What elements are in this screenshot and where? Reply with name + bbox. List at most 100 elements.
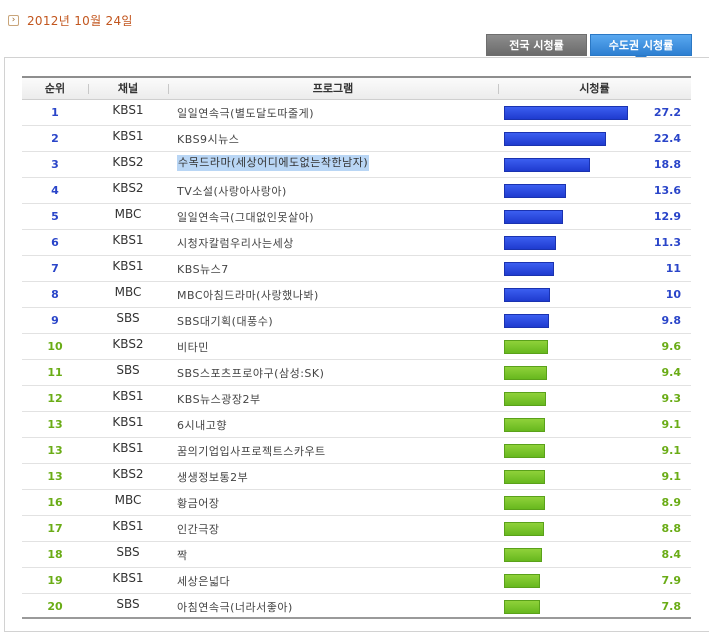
channel-cell: KBS1 (112, 571, 144, 585)
program-link[interactable]: SBS대기획(대풍수) (177, 315, 274, 328)
rating-value: 18.8 (653, 158, 681, 171)
rating-bar (504, 548, 542, 562)
rating-bar (504, 288, 550, 302)
program-link[interactable]: 수목드라마(세상어디에도없는착한남자) (177, 155, 370, 171)
program-link[interactable]: 황금어장 (177, 497, 220, 510)
program-link[interactable]: TV소설(사랑아사랑아) (177, 185, 287, 198)
rating-value: 9.3 (661, 392, 682, 405)
program-link[interactable]: 시청자칼럼우리사는세상 (177, 237, 294, 250)
rating-value: 7.9 (661, 574, 682, 587)
channel-cell: KBS1 (112, 389, 144, 403)
rating-value: 10 (665, 288, 681, 301)
rank-cell: 13 (47, 470, 63, 483)
channel-cell: KBS1 (112, 103, 144, 117)
program-link[interactable]: 비타민 (177, 341, 209, 354)
rank-cell: 6 (51, 236, 59, 249)
table-row: 13 KBS1 꿈의기업입사프로젝트스카우트 9.1 (22, 438, 691, 464)
rating-bar (504, 522, 544, 536)
program-link[interactable]: 아침연속극(너라서좋아) (177, 601, 293, 614)
rank-cell: 13 (47, 444, 63, 457)
channel-cell: KBS2 (112, 181, 144, 195)
rating-bar (504, 600, 540, 614)
rating-value: 9.1 (661, 470, 682, 483)
rating-bar (504, 444, 545, 458)
channel-cell: KBS1 (112, 441, 144, 455)
table-row: 10 KBS2 비타민 9.6 (22, 334, 691, 360)
program-link[interactable]: KBS뉴스7 (177, 263, 229, 276)
table-row: 5 MBC 일일연속극(그대없인못살아) 12.9 (22, 204, 691, 230)
channel-cell: SBS (116, 597, 140, 611)
table-header: 순위 채널 프로그램 시청률 (22, 76, 691, 100)
header-program: 프로그램 (312, 82, 354, 95)
rank-cell: 8 (51, 288, 59, 301)
rating-value: 27.2 (653, 106, 681, 119)
channel-cell: KBS2 (112, 467, 144, 481)
program-link[interactable]: KBS9시뉴스 (177, 133, 240, 146)
rating-value: 8.8 (661, 522, 682, 535)
rating-bar (504, 340, 548, 354)
channel-cell: KBS1 (112, 259, 144, 273)
table-row: 7 KBS1 KBS뉴스7 11 (22, 256, 691, 282)
header-channel: 채널 (117, 82, 139, 95)
rank-cell: 16 (47, 496, 63, 509)
channel-cell: MBC (114, 493, 142, 507)
program-link[interactable]: 일일연속극(별도달도따줄게) (177, 107, 315, 120)
channel-cell: KBS1 (112, 233, 144, 247)
header-rating: 시청률 (579, 82, 610, 95)
table-row: 13 KBS1 6시내고향 9.1 (22, 412, 691, 438)
header-divider (88, 84, 89, 94)
table-row: 9 SBS SBS대기획(대풍수) 9.8 (22, 308, 691, 334)
rank-cell: 3 (51, 158, 59, 171)
channel-cell: KBS1 (112, 129, 144, 143)
table-row: 3 KBS2 수목드라마(세상어디에도없는착한남자) 18.8 (22, 152, 691, 178)
rank-cell: 9 (51, 314, 59, 327)
program-link[interactable]: 6시내고향 (177, 419, 227, 432)
channel-cell: KBS2 (112, 337, 144, 351)
program-link[interactable]: 일일연속극(그대없인못살아) (177, 211, 315, 224)
table-row: 4 KBS2 TV소설(사랑아사랑아) 13.6 (22, 178, 691, 204)
table-row: 11 SBS SBS스포츠프로야구(삼성:SK) 9.4 (22, 360, 691, 386)
table-row: 18 SBS 짝 8.4 (22, 542, 691, 568)
tab-national-rating[interactable]: 전국 시청률 (486, 34, 587, 56)
chevron-right-icon[interactable]: › (8, 14, 19, 26)
program-link[interactable]: 짝 (177, 549, 188, 562)
program-link[interactable]: KBS뉴스광장2부 (177, 393, 261, 406)
program-link[interactable]: 세상은넓다 (177, 575, 231, 588)
table-row: 17 KBS1 인간극장 8.8 (22, 516, 691, 542)
header-divider (168, 84, 169, 94)
rating-bar (504, 392, 546, 406)
rating-bar (504, 106, 628, 120)
program-link[interactable]: SBS스포츠프로야구(삼성:SK) (177, 367, 325, 380)
table-row: 20 SBS 아침연속극(너라서좋아) 7.8 (22, 594, 691, 619)
rank-cell: 17 (47, 522, 63, 535)
channel-cell: MBC (114, 285, 142, 299)
rank-cell: 18 (47, 548, 63, 561)
program-link[interactable]: MBC아침드라마(사랑했나봐) (177, 289, 319, 302)
table-row: 6 KBS1 시청자칼럼우리사는세상 11.3 (22, 230, 691, 256)
rating-value: 9.8 (661, 314, 682, 327)
program-link[interactable]: 인간극장 (177, 523, 220, 536)
table-row: 13 KBS2 생생정보통2부 9.1 (22, 464, 691, 490)
rank-cell: 4 (51, 184, 59, 197)
rating-bar (504, 314, 549, 328)
rating-value: 9.1 (661, 418, 682, 431)
rating-value: 7.8 (661, 600, 682, 613)
channel-cell: KBS1 (112, 415, 144, 429)
channel-cell: SBS (116, 545, 140, 559)
rating-bar (504, 470, 545, 484)
tab-metro-rating[interactable]: 수도권 시청률 (590, 34, 692, 56)
rating-value: 22.4 (653, 132, 681, 145)
rank-cell: 2 (51, 132, 59, 145)
table-row: 2 KBS1 KBS9시뉴스 22.4 (22, 126, 691, 152)
rating-bar (504, 132, 606, 146)
date-bar: › 2012년 10월 24일 (8, 11, 133, 29)
rank-cell: 13 (47, 418, 63, 431)
table-row: 8 MBC MBC아침드라마(사랑했나봐) 10 (22, 282, 691, 308)
rating-bar (504, 210, 563, 224)
header-rank: 순위 (44, 82, 66, 95)
program-link[interactable]: 생생정보통2부 (177, 471, 249, 484)
ratings-table-body: 1 KBS1 일일연속극(별도달도따줄게) 27.2 2 KBS1 KBS9시뉴스 22.4 3… (22, 100, 691, 619)
program-link[interactable]: 꿈의기업입사프로젝트스카우트 (177, 445, 326, 458)
ratings-panel (4, 57, 709, 632)
rating-value: 11 (665, 262, 681, 275)
